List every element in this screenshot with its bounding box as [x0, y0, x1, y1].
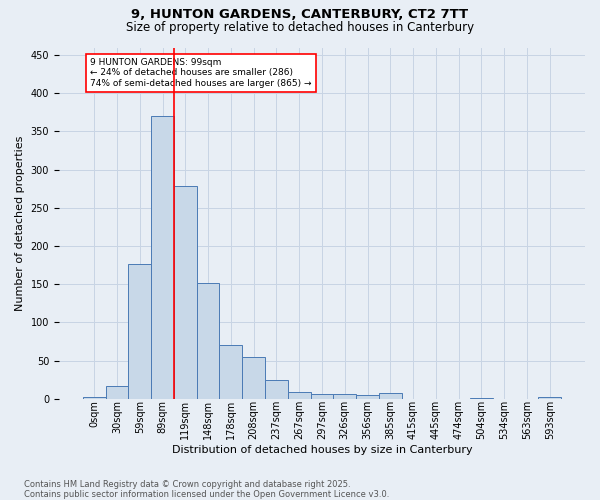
Y-axis label: Number of detached properties: Number of detached properties: [15, 136, 25, 311]
Bar: [220, 345, 242, 399]
Bar: [311, 394, 334, 398]
Text: Size of property relative to detached houses in Canterbury: Size of property relative to detached ho…: [126, 21, 474, 34]
Bar: [379, 394, 401, 398]
Bar: [242, 356, 265, 399]
Bar: [334, 394, 356, 398]
Bar: [356, 395, 379, 398]
Bar: [151, 116, 174, 399]
Bar: [128, 264, 151, 398]
Bar: [106, 386, 128, 398]
Text: 9, HUNTON GARDENS, CANTERBURY, CT2 7TT: 9, HUNTON GARDENS, CANTERBURY, CT2 7TT: [131, 8, 469, 20]
Bar: [265, 380, 288, 398]
Bar: [83, 397, 106, 398]
Bar: [538, 397, 561, 398]
Bar: [197, 282, 220, 399]
Text: 9 HUNTON GARDENS: 99sqm
← 24% of detached houses are smaller (286)
74% of semi-d: 9 HUNTON GARDENS: 99sqm ← 24% of detache…: [91, 58, 312, 88]
Bar: [288, 392, 311, 398]
Bar: [174, 186, 197, 398]
Text: Contains HM Land Registry data © Crown copyright and database right 2025.
Contai: Contains HM Land Registry data © Crown c…: [24, 480, 389, 499]
X-axis label: Distribution of detached houses by size in Canterbury: Distribution of detached houses by size …: [172, 445, 472, 455]
